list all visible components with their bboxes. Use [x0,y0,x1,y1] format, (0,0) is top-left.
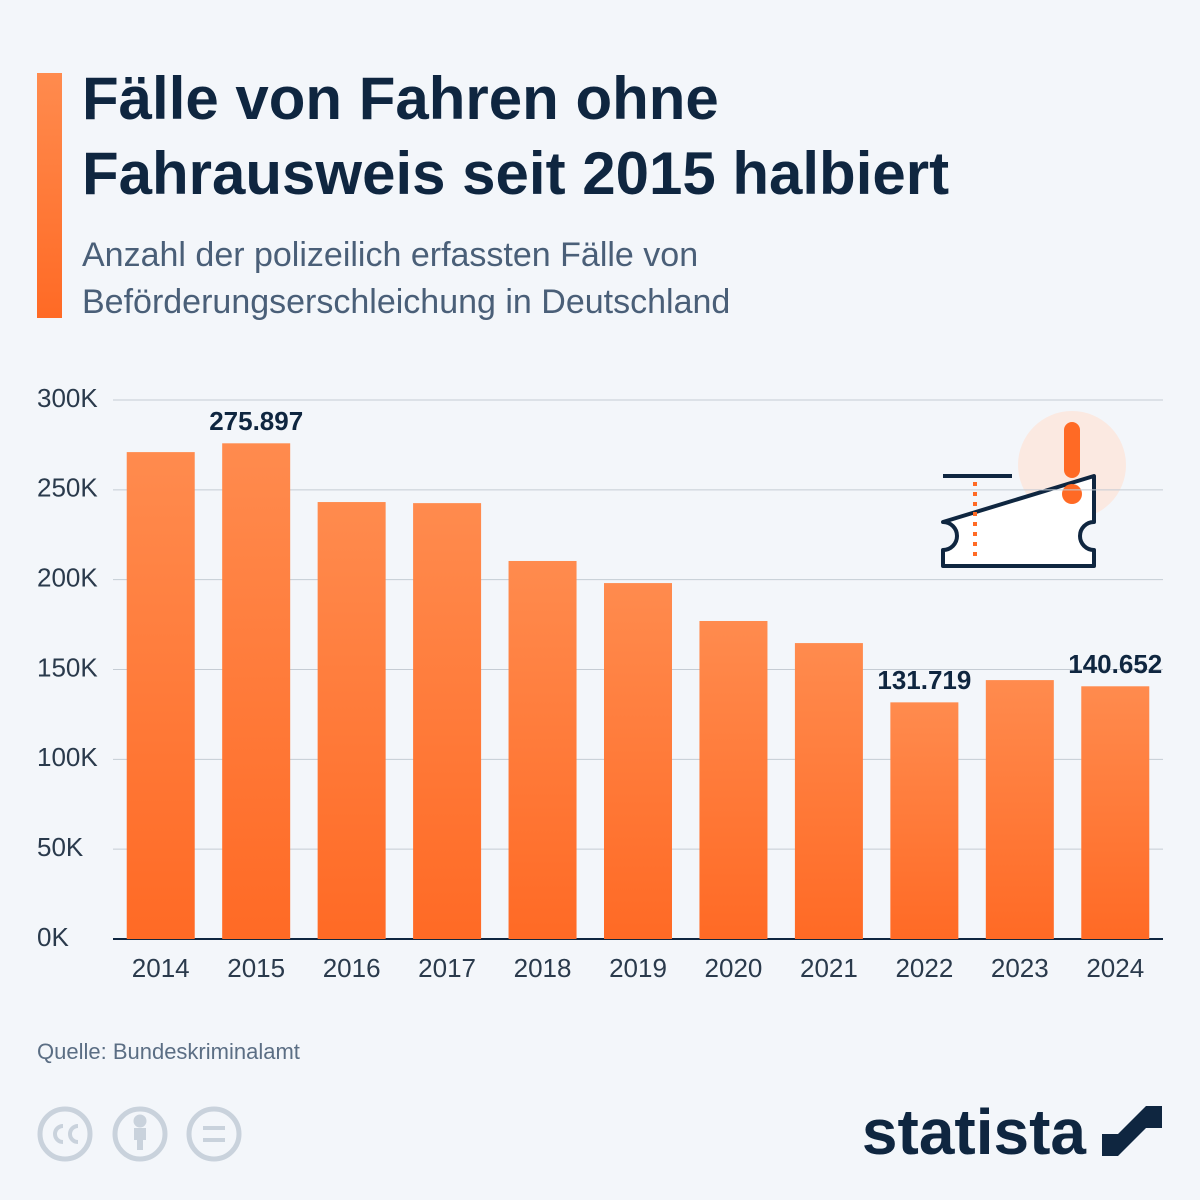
y-tick-label: 100K [37,742,98,772]
x-tick-label: 2022 [895,953,953,983]
bar [222,443,291,939]
bar [699,620,768,939]
chart-title: Fahrausweis seit 2015 halbiert [82,140,949,207]
y-tick-label: 50K [37,832,84,862]
x-tick-label: 2023 [991,953,1049,983]
x-tick-label: 2021 [800,953,858,983]
y-tick-label: 150K [37,652,98,682]
accent-bar [37,73,62,318]
x-tick-label: 2018 [514,953,572,983]
license-icons [37,1106,242,1162]
chart-title: Fälle von Fahren ohne [82,65,719,132]
x-tick-label: 2024 [1086,953,1144,983]
x-tick-label: 2014 [132,953,190,983]
chart-subtitle: Anzahl der polizeilich erfassten Fälle v… [82,236,698,274]
value-label: 140.652 [1068,649,1162,679]
logo-mark [1102,1106,1162,1160]
x-tick-label: 2020 [705,953,763,983]
ticket-icon [941,411,1126,568]
bar [317,502,386,939]
bar [413,503,482,939]
logo: statista [862,1096,1087,1168]
chart-subtitle: Beförderungserschleichung in Deutschland [82,283,730,321]
y-tick-label: 0K [37,922,69,952]
x-tick-label: 2015 [227,953,285,983]
bar [604,583,672,939]
bar [985,680,1054,939]
bar [890,702,959,939]
bar [1081,686,1150,939]
x-tick-label: 2017 [418,953,476,983]
value-label: 275.897 [209,406,303,436]
y-tick-label: 200K [37,563,98,593]
x-tick-label: 2016 [323,953,381,983]
bar [794,643,863,939]
source: Quelle: Bundeskriminalamt [37,1039,300,1064]
y-tick-label: 300K [37,383,98,413]
bar [508,560,577,939]
y-tick-label: 250K [37,473,98,503]
x-tick-label: 2019 [609,953,667,983]
value-label: 131.719 [877,665,971,695]
bar [126,452,195,939]
